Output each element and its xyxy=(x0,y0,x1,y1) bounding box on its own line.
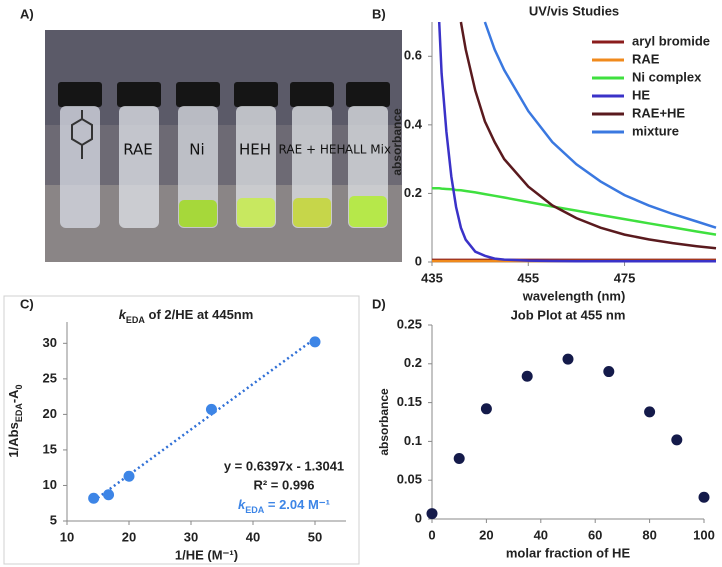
y-tick-label: 0.2 xyxy=(404,355,422,370)
x-tick-label: 475 xyxy=(614,270,636,285)
y-tick-label: 0.1 xyxy=(404,433,422,448)
panel-label: B) xyxy=(372,6,386,21)
line xyxy=(432,187,717,236)
y-tick-label: 5 xyxy=(50,512,57,527)
x-axis-label: wavelength (nm) xyxy=(522,288,626,303)
point xyxy=(426,508,438,520)
annotation: y = 0.6397x - 1.3041 xyxy=(224,458,344,473)
chart-title: kEDA of 2/HE at 445nm xyxy=(119,307,254,325)
point xyxy=(603,366,615,378)
y-tick-label: 30 xyxy=(43,335,57,350)
vials xyxy=(58,82,390,228)
x-tick-label: 20 xyxy=(479,527,493,542)
y-tick-label: 0.4 xyxy=(404,116,423,131)
y-tick-label: 20 xyxy=(43,406,57,421)
x-tick-label: 50 xyxy=(308,529,322,544)
panel-label: A) xyxy=(20,6,34,21)
legend-label: HE xyxy=(632,87,650,102)
vial-label: RAE xyxy=(123,141,153,159)
x-axis-label: molar fraction of HE xyxy=(506,545,631,560)
y-tick-label: 0 xyxy=(415,253,422,268)
x-tick-label: 60 xyxy=(588,527,602,542)
vial-label: HEH xyxy=(239,141,271,159)
x-tick-label: 10 xyxy=(60,529,74,544)
line xyxy=(437,21,716,263)
y-tick-label: 0.6 xyxy=(404,48,422,63)
y-tick-label: 0.2 xyxy=(404,185,422,200)
point xyxy=(698,491,710,503)
legend-label: RAE+HE xyxy=(632,105,685,120)
vial-label: RAE + HEH xyxy=(279,143,346,157)
point xyxy=(88,492,100,504)
legend-label: RAE xyxy=(632,51,660,66)
x-tick-label: 100 xyxy=(693,527,715,542)
y-tick-label: 0.25 xyxy=(397,316,422,331)
y-tick-label: 25 xyxy=(43,370,57,385)
point xyxy=(480,403,492,415)
point xyxy=(309,336,321,348)
vial-label: ALL Mix xyxy=(345,143,391,157)
panel-label: D) xyxy=(372,296,386,311)
x-tick-label: 80 xyxy=(642,527,656,542)
point xyxy=(521,370,533,382)
point xyxy=(562,353,574,365)
point xyxy=(103,489,115,501)
photo: RAE Ni HEH RAE + HEH ALL Mix xyxy=(45,30,402,262)
x-axis-label: 1/HE (M⁻¹) xyxy=(175,547,238,562)
point xyxy=(205,403,217,415)
x-tick-label: 30 xyxy=(184,529,198,544)
photo-wall xyxy=(45,30,402,125)
point xyxy=(671,434,683,446)
x-tick-label: 435 xyxy=(421,270,443,285)
x-tick-label: 40 xyxy=(534,527,548,542)
y-tick-label: 0 xyxy=(415,510,422,525)
chart-title: Job Plot at 455 nm xyxy=(511,307,626,322)
annotation: R² = 0.996 xyxy=(253,477,314,492)
y-tick-label: 15 xyxy=(43,441,57,456)
y-tick-label: 0.05 xyxy=(397,472,422,487)
vial-label: Ni xyxy=(189,141,204,159)
point xyxy=(644,406,656,418)
line xyxy=(459,21,717,250)
point xyxy=(453,452,465,464)
photo-table xyxy=(45,185,402,262)
y-axis-label: absorbance xyxy=(390,108,404,176)
x-tick-label: 455 xyxy=(517,270,539,285)
y-axis-label: 1/AbsEDA-A0 xyxy=(6,384,24,457)
x-tick-label: 40 xyxy=(246,529,260,544)
legend-label: mixture xyxy=(632,123,679,138)
line xyxy=(483,21,717,229)
legend-label: Ni complex xyxy=(632,69,702,84)
panel-label: C) xyxy=(20,296,34,311)
legend-label: aryl bromide xyxy=(632,33,710,48)
point xyxy=(123,470,135,482)
k-annotation: kEDA = 2.04 M⁻¹ xyxy=(238,497,330,515)
panel-frame xyxy=(3,295,360,565)
y-tick-label: 10 xyxy=(43,477,57,492)
chart-title: UV/vis Studies xyxy=(529,3,619,18)
x-tick-label: 0 xyxy=(428,527,435,542)
y-tick-label: 0.15 xyxy=(397,394,422,409)
y-axis-label: absorbance xyxy=(377,388,391,456)
x-tick-label: 20 xyxy=(122,529,136,544)
